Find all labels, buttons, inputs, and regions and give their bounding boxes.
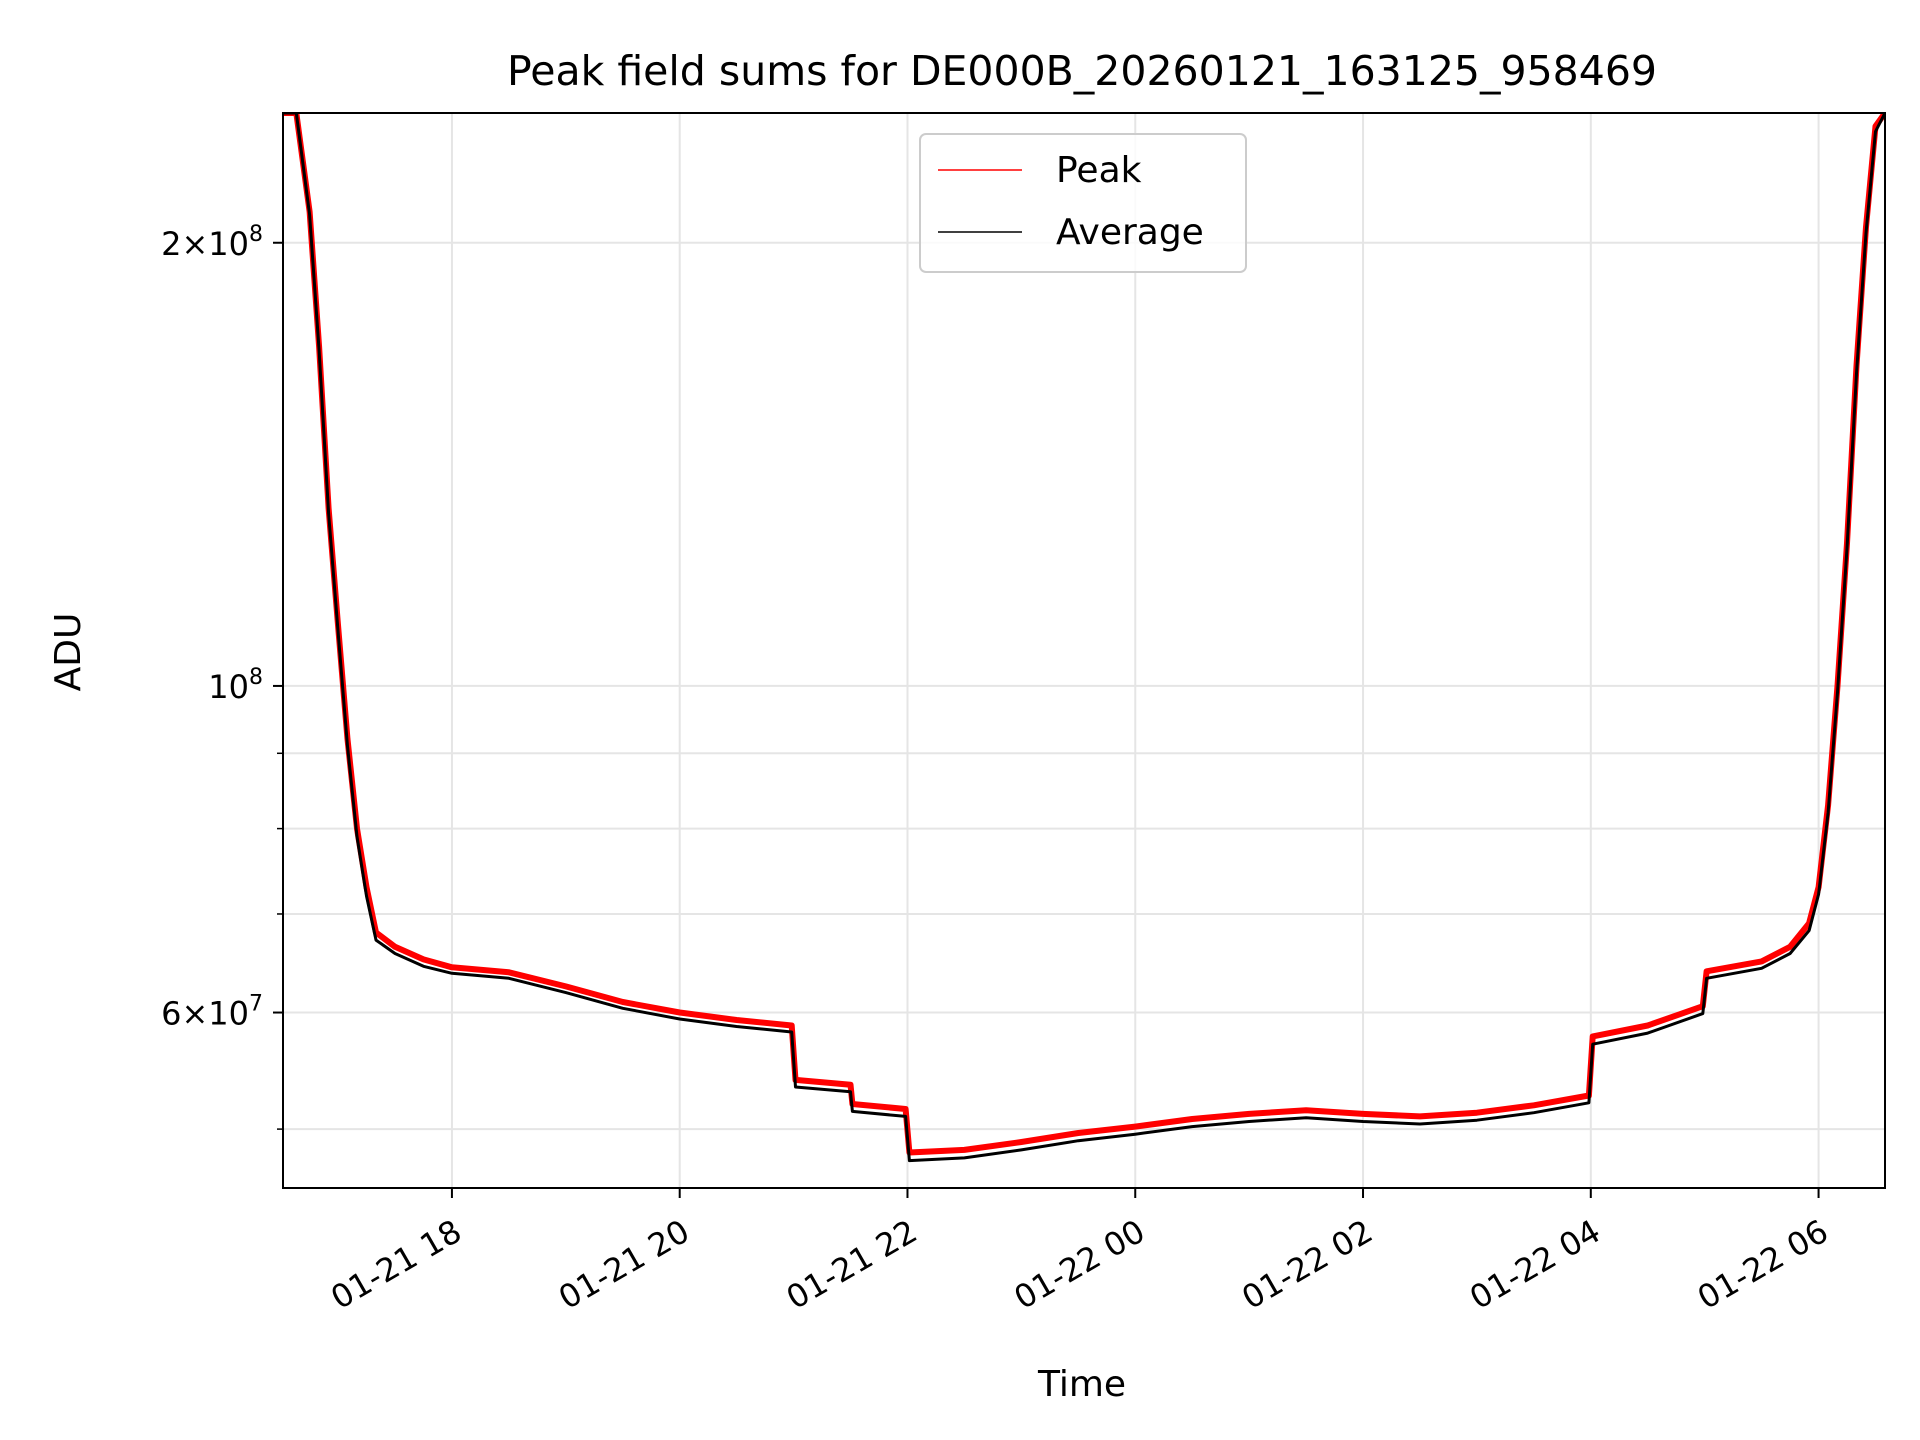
y-tick-label: 108 bbox=[208, 665, 263, 706]
y-tick-label: 2×108 bbox=[161, 222, 263, 263]
chart-title: Peak field sums for DE000B_20260121_1631… bbox=[507, 47, 1657, 95]
series-line-peak bbox=[283, 113, 1885, 1156]
axes-frame bbox=[282, 112, 1886, 1189]
y-tick-label: 6×107 bbox=[161, 992, 263, 1033]
legend-label-peak: Peak bbox=[1056, 150, 1142, 191]
legend: Peak Average bbox=[919, 133, 1247, 273]
series-line-average bbox=[283, 113, 1885, 1163]
plot-area bbox=[283, 113, 1885, 1163]
legend-label-average: Average bbox=[1056, 212, 1204, 253]
y-axis-label: ADU bbox=[48, 613, 89, 692]
x-axis-label: Time bbox=[1037, 1364, 1126, 1405]
y-axis: 2×108 108 6×107 bbox=[161, 222, 283, 1130]
legend-box bbox=[919, 133, 1247, 273]
grid bbox=[283, 113, 1885, 1188]
